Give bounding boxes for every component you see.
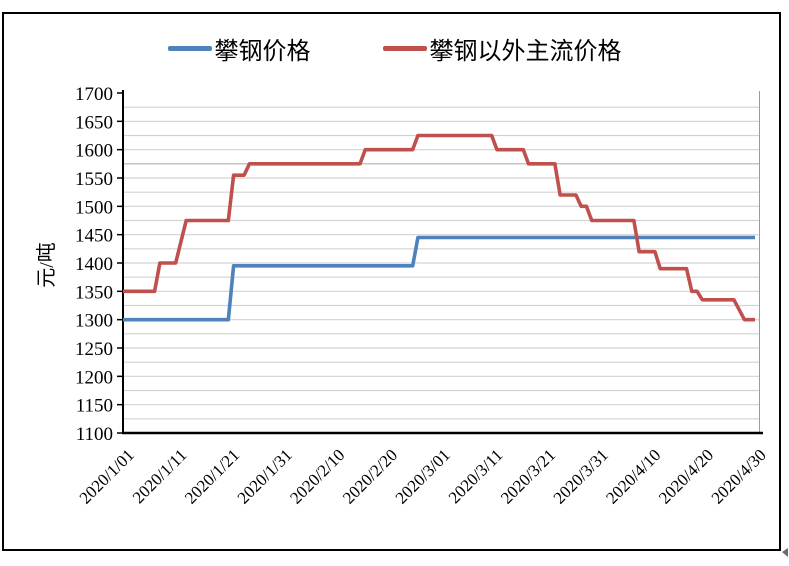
series-line-others: [123, 133, 755, 322]
x-axis-tick-label: 2020/1/01: [76, 445, 138, 507]
x-axis-tick-label: 2020/2/20: [339, 445, 401, 507]
x-axis-tick-label: 2020/4/20: [655, 445, 717, 507]
x-axis-tick-label: 2020/1/21: [181, 445, 243, 507]
y-axis-tick-label: 1100: [76, 424, 113, 445]
y-axis-title: 元/吨: [36, 242, 58, 288]
x-axis-tick-label: 2020/3/11: [445, 445, 507, 507]
x-axis-tick-label: 2020/3/01: [392, 445, 454, 507]
x-axis-tick-label: 2020/1/31: [234, 445, 296, 507]
series-line-pangang: [123, 235, 755, 322]
x-axis-tick-label: 2020/3/21: [497, 445, 559, 507]
chart-frame: [2, 12, 781, 551]
legend-line-sample-pangang: [167, 46, 212, 51]
y-axis-tick-label: 1250: [75, 339, 113, 360]
y-axis-tick-label: 1300: [75, 311, 113, 332]
legend-label-others: 攀钢以外主流价格: [429, 39, 622, 65]
y-axis-tick-label: 1350: [75, 282, 113, 303]
legend-line-sample-others: [382, 46, 427, 51]
x-axis-tick-label: 2020/3/31: [550, 445, 612, 507]
x-axis-tick-label: 2020/4/10: [602, 445, 664, 507]
y-axis-tick-label: 1650: [75, 112, 113, 133]
y-axis-tick-label: 1500: [75, 197, 113, 218]
legend-item-others: 攀钢以外主流价格: [382, 31, 622, 66]
x-axis-tick-label: 2020/4/30: [708, 445, 770, 507]
y-axis-tick-label: 1150: [76, 396, 113, 417]
screen-artifact: [782, 548, 788, 557]
y-axis-tick-label: 1700: [75, 84, 113, 105]
legend-item-pangang: 攀钢价格: [167, 31, 311, 66]
y-axis-tick-label: 1400: [75, 254, 113, 275]
y-axis-tick-label: 1450: [75, 226, 113, 247]
y-axis-tick-label: 1200: [75, 367, 113, 388]
x-axis-tick-label: 2020/1/11: [129, 445, 191, 507]
y-axis-tick-label: 1600: [75, 141, 113, 162]
chart-legend: 攀钢价格 攀钢以外主流价格: [0, 31, 789, 66]
y-axis-tick-label: 1550: [75, 169, 113, 190]
x-axis-tick-label: 2020/2/10: [286, 445, 348, 507]
legend-label-pangang: 攀钢价格: [214, 39, 311, 65]
